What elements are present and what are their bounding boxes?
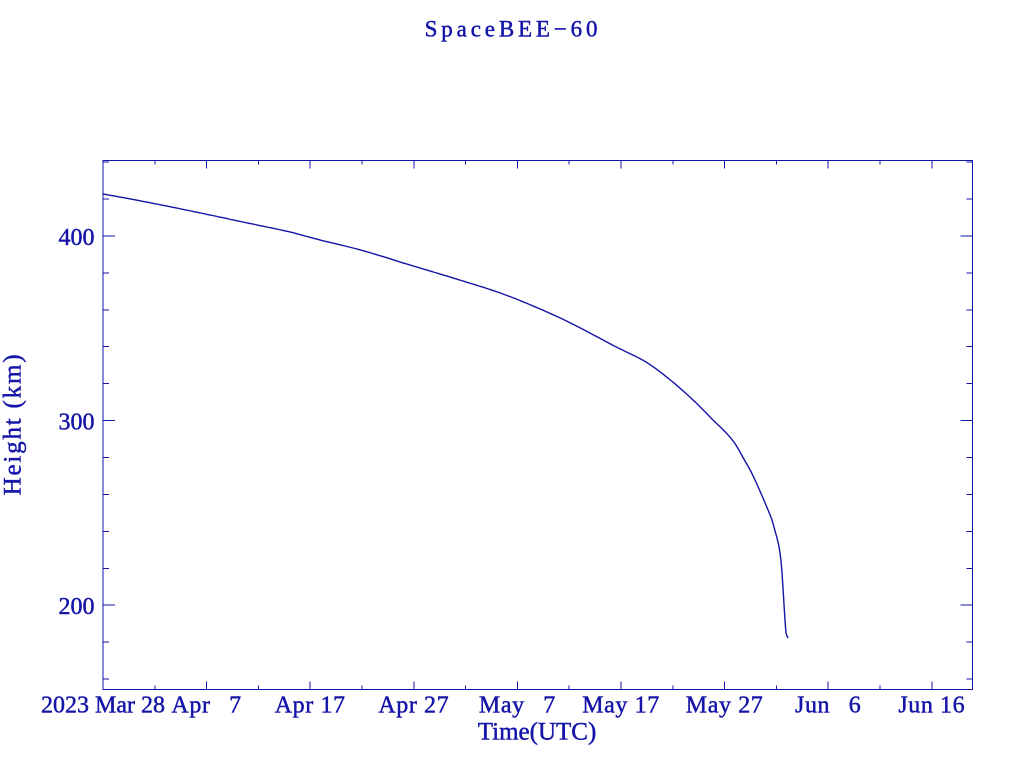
- svg-text:Jun 16: Jun 16: [898, 693, 965, 719]
- svg-text:400: 400: [59, 225, 95, 251]
- svg-text:Apr 7: Apr 7: [171, 693, 241, 719]
- svg-text:SpaceBEE−60: SpaceBEE−60: [425, 17, 602, 42]
- svg-text:300: 300: [59, 410, 95, 436]
- svg-text:May 17: May 17: [582, 693, 660, 719]
- svg-text:Apr 27: Apr 27: [378, 693, 449, 719]
- svg-text:Height (km): Height (km): [0, 353, 27, 496]
- svg-text:Apr 17: Apr 17: [275, 693, 346, 719]
- svg-text:May 7: May 7: [479, 693, 556, 719]
- svg-text:2023 Mar 28: 2023 Mar 28: [41, 693, 165, 719]
- svg-text:Time(UTC): Time(UTC): [478, 719, 597, 746]
- svg-text:May 27: May 27: [686, 693, 764, 719]
- svg-text:200: 200: [59, 594, 95, 620]
- svg-text:Jun 6: Jun 6: [795, 693, 861, 719]
